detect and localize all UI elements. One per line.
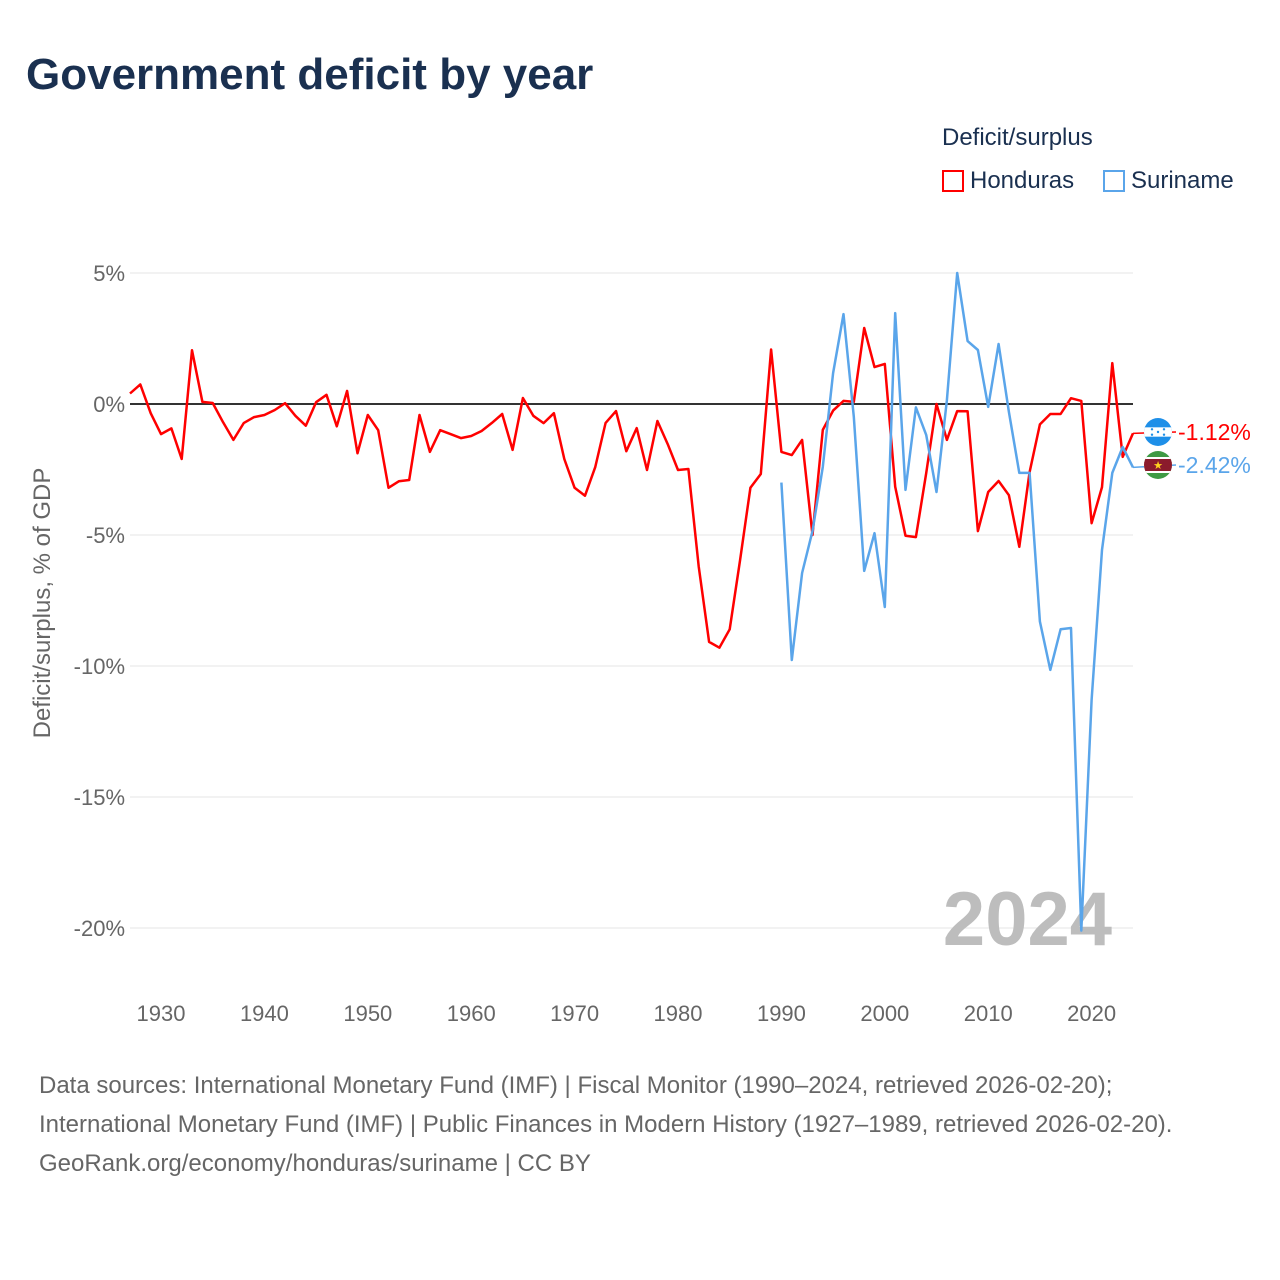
- gridlines: [130, 272, 1133, 929]
- y-tick-label: -15%: [74, 785, 125, 810]
- x-tick-label: 1950: [343, 1001, 392, 1026]
- legend-swatch-honduras: [942, 170, 964, 192]
- flag-star: [1150, 433, 1154, 436]
- source-line-1: Data sources: International Monetary Fun…: [39, 1072, 1113, 1099]
- x-tick-label: 1980: [654, 1001, 703, 1026]
- end-label-suriname: -2.42%: [1178, 452, 1251, 478]
- y-tick-label: 0%: [93, 392, 125, 417]
- flag-star: [1162, 433, 1166, 436]
- y-tick-label: -10%: [74, 654, 125, 679]
- y-tick-label: -20%: [74, 916, 125, 941]
- series-line-suriname: [780, 271, 1135, 932]
- flag-body: [1144, 418, 1172, 446]
- flag-suriname-icon: ★: [1144, 451, 1172, 479]
- source-line-3[interactable]: GeoRank.org/economy/honduras/suriname | …: [39, 1150, 591, 1177]
- series-line-honduras: [129, 326, 1135, 649]
- y-axis-ticks: 5% 0% -5% -10% -15% -20%: [74, 261, 125, 941]
- end-labels: -1.12% ★ -2.42%: [1132, 418, 1251, 479]
- x-tick-label: 1930: [137, 1001, 186, 1026]
- y-tick-label: 5%: [93, 261, 125, 286]
- legend-item-suriname[interactable]: Suriname: [1103, 167, 1234, 195]
- flag-honduras-icon: [1144, 418, 1172, 446]
- flag-star: ★: [1153, 460, 1163, 472]
- flag-star: [1150, 428, 1154, 431]
- flag-body: ★: [1144, 451, 1172, 479]
- x-tick-label: 2020: [1067, 1001, 1116, 1026]
- series-lines: [129, 271, 1135, 932]
- legend-swatch-suriname: [1103, 170, 1125, 192]
- legend-item-honduras[interactable]: Honduras: [942, 167, 1074, 195]
- x-tick-label: 1970: [550, 1001, 599, 1026]
- legend-title: Deficit/surplus: [942, 124, 1093, 151]
- legend-label-honduras: Honduras: [970, 167, 1075, 194]
- source-line-2: International Monetary Fund (IMF) | Publ…: [39, 1111, 1173, 1138]
- x-axis-ticks: 1930 1940 1950 1960 1970 1980 1990 2000 2010 2020: [137, 1001, 1117, 1026]
- x-tick-label: 2000: [860, 1001, 909, 1026]
- data-sources: Data sources: International Monetary Fun…: [39, 1066, 1239, 1183]
- chart-title: Government deficit by year: [26, 50, 594, 99]
- flag-star: [1156, 430, 1160, 434]
- y-tick-label: -5%: [86, 523, 125, 548]
- x-tick-label: 1990: [757, 1001, 806, 1026]
- x-tick-label: 2010: [964, 1001, 1013, 1026]
- current-year-watermark: 2024: [943, 877, 1112, 962]
- flag-star: [1162, 428, 1166, 431]
- x-tick-label: 1960: [447, 1001, 496, 1026]
- end-label-honduras: -1.12%: [1178, 419, 1251, 445]
- x-tick-label: 1940: [240, 1001, 289, 1026]
- legend-label-suriname: Suriname: [1131, 167, 1234, 194]
- flag-stripe-red: [1144, 459, 1172, 471]
- y-axis-label: Deficit/surplus, % of GDP: [29, 468, 56, 739]
